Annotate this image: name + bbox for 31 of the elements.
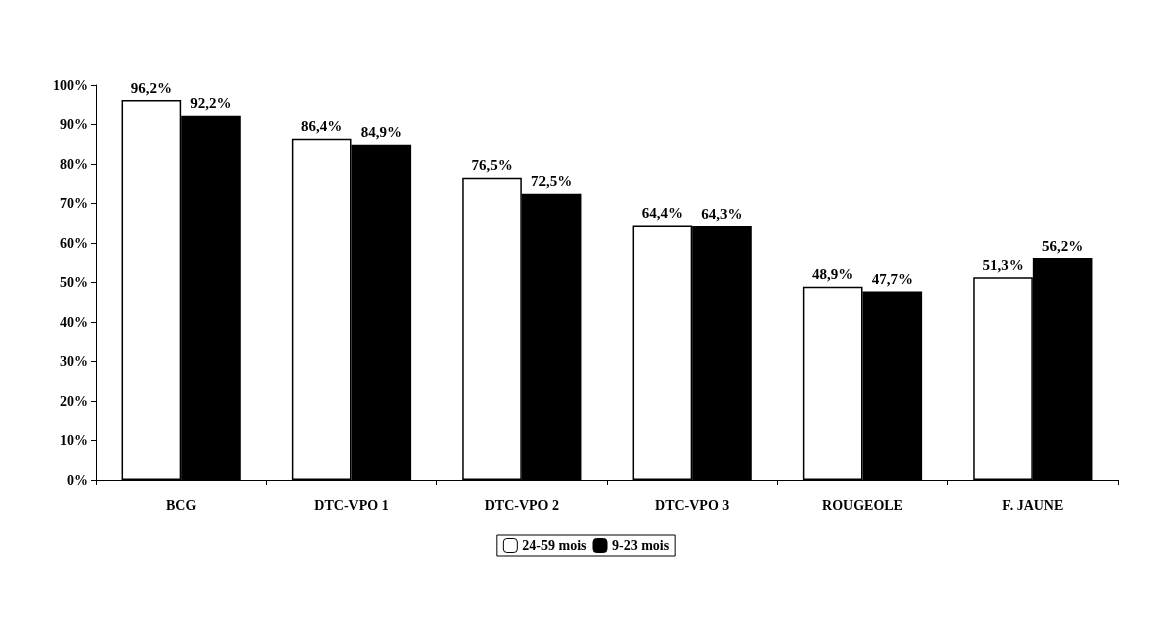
- data-label: 56,2%: [1042, 237, 1084, 254]
- x-tick-label: BCG: [165, 497, 197, 513]
- legend-label: 24-59 mois: [522, 538, 588, 553]
- x-tick-label: DTC-VPO 3: [655, 497, 730, 513]
- y-tick-label: 60%: [60, 235, 88, 251]
- data-label: 84,9%: [360, 124, 402, 141]
- y-tick-label: 80%: [60, 156, 88, 172]
- data-label: 96,2%: [130, 79, 172, 96]
- data-label: 48,9%: [812, 266, 854, 283]
- y-tick-label: 40%: [60, 314, 88, 330]
- x-tick-label: DTC-VPO 2: [484, 497, 559, 513]
- y-tick-label: 100%: [53, 77, 88, 93]
- y-tick-label: 50%: [60, 275, 88, 290]
- y-tick-label: 70%: [60, 196, 88, 211]
- y-tick-label: 90%: [60, 117, 88, 132]
- y-tick-label: 20%: [60, 393, 88, 409]
- data-label: 86,4%: [301, 118, 343, 135]
- data-label: 76,5%: [471, 157, 513, 174]
- data-label: 51,3%: [982, 256, 1024, 273]
- data-label: 64,4%: [641, 205, 683, 222]
- data-label: 47,7%: [871, 271, 913, 288]
- x-tick-label: DTC-VPO 1: [314, 497, 389, 513]
- data-label: 72,5%: [531, 173, 573, 190]
- data-label: 92,2%: [190, 95, 232, 112]
- legend-label: 9-23 mois: [612, 538, 670, 553]
- x-tick-label: F. JAUNE: [1002, 497, 1064, 513]
- y-tick-label: 30%: [60, 354, 88, 369]
- data-label: 64,3%: [701, 205, 743, 222]
- y-tick-label: 10%: [60, 433, 88, 448]
- y-tick-label: 0%: [67, 472, 88, 488]
- x-tick-label: ROUGEOLE: [822, 497, 903, 513]
